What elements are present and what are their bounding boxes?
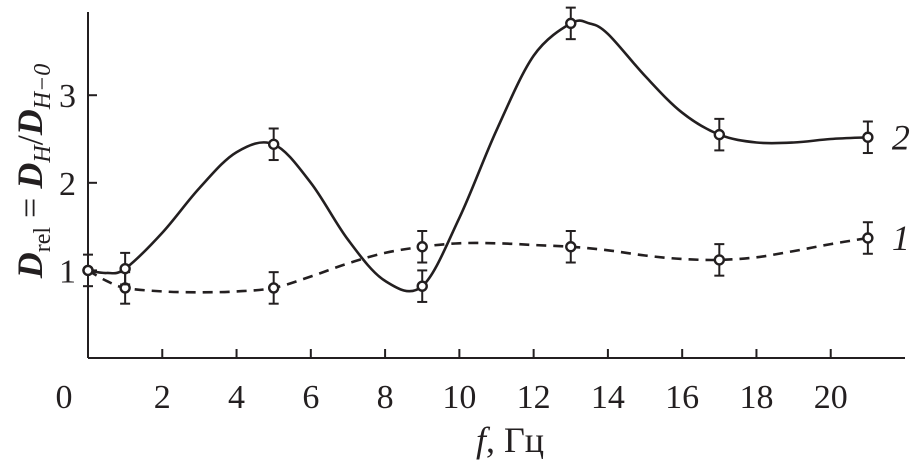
- data-point: [862, 131, 874, 143]
- x-tick-label: 4: [228, 379, 245, 416]
- x-tick-label: 14: [591, 379, 625, 416]
- series-2-line: [87, 19, 868, 293]
- data-point: [565, 241, 577, 253]
- data-point: [267, 138, 280, 150]
- x-tick-label: 10: [442, 379, 476, 416]
- series-1: 1: [82, 218, 910, 305]
- x-tick-label: 6: [302, 379, 319, 416]
- series-2: 2: [82, 6, 910, 303]
- data-point: [119, 262, 131, 275]
- y-tick-label: 2: [59, 166, 76, 203]
- data-point: [82, 264, 94, 277]
- x-axis-title: f, Гц: [476, 420, 544, 460]
- y-tick-label: 3: [59, 78, 76, 115]
- x-tick-label: 20: [814, 379, 848, 416]
- x-axis-ticks: 0 2 4 6 8 10 12 14 16 18 20: [56, 349, 848, 416]
- data-point: [862, 232, 874, 244]
- series-2-label: 2: [892, 117, 910, 157]
- data-point: [713, 254, 726, 266]
- data-point: [416, 280, 428, 292]
- x-tick-label: 18: [739, 379, 773, 416]
- data-point: [416, 241, 428, 253]
- data-point: [713, 128, 726, 141]
- x-tick-label: 12: [517, 379, 551, 416]
- y-axis-title: Drel = DH/DH−0: [10, 64, 56, 280]
- series-1-label: 1: [892, 218, 910, 258]
- series-layer: 12: [82, 6, 910, 305]
- data-point: [565, 17, 577, 30]
- series-1-line: [87, 236, 869, 294]
- x-tick-label: 2: [154, 379, 171, 416]
- y-tick-label: 1: [59, 253, 76, 290]
- x-tick-label: 0: [56, 379, 73, 416]
- x-tick-label: 8: [377, 379, 394, 416]
- x-tick-label: 16: [665, 379, 699, 416]
- data-point: [267, 282, 280, 294]
- axes: [87, 12, 905, 359]
- y-axis-ticks: 1 2 3: [59, 78, 97, 290]
